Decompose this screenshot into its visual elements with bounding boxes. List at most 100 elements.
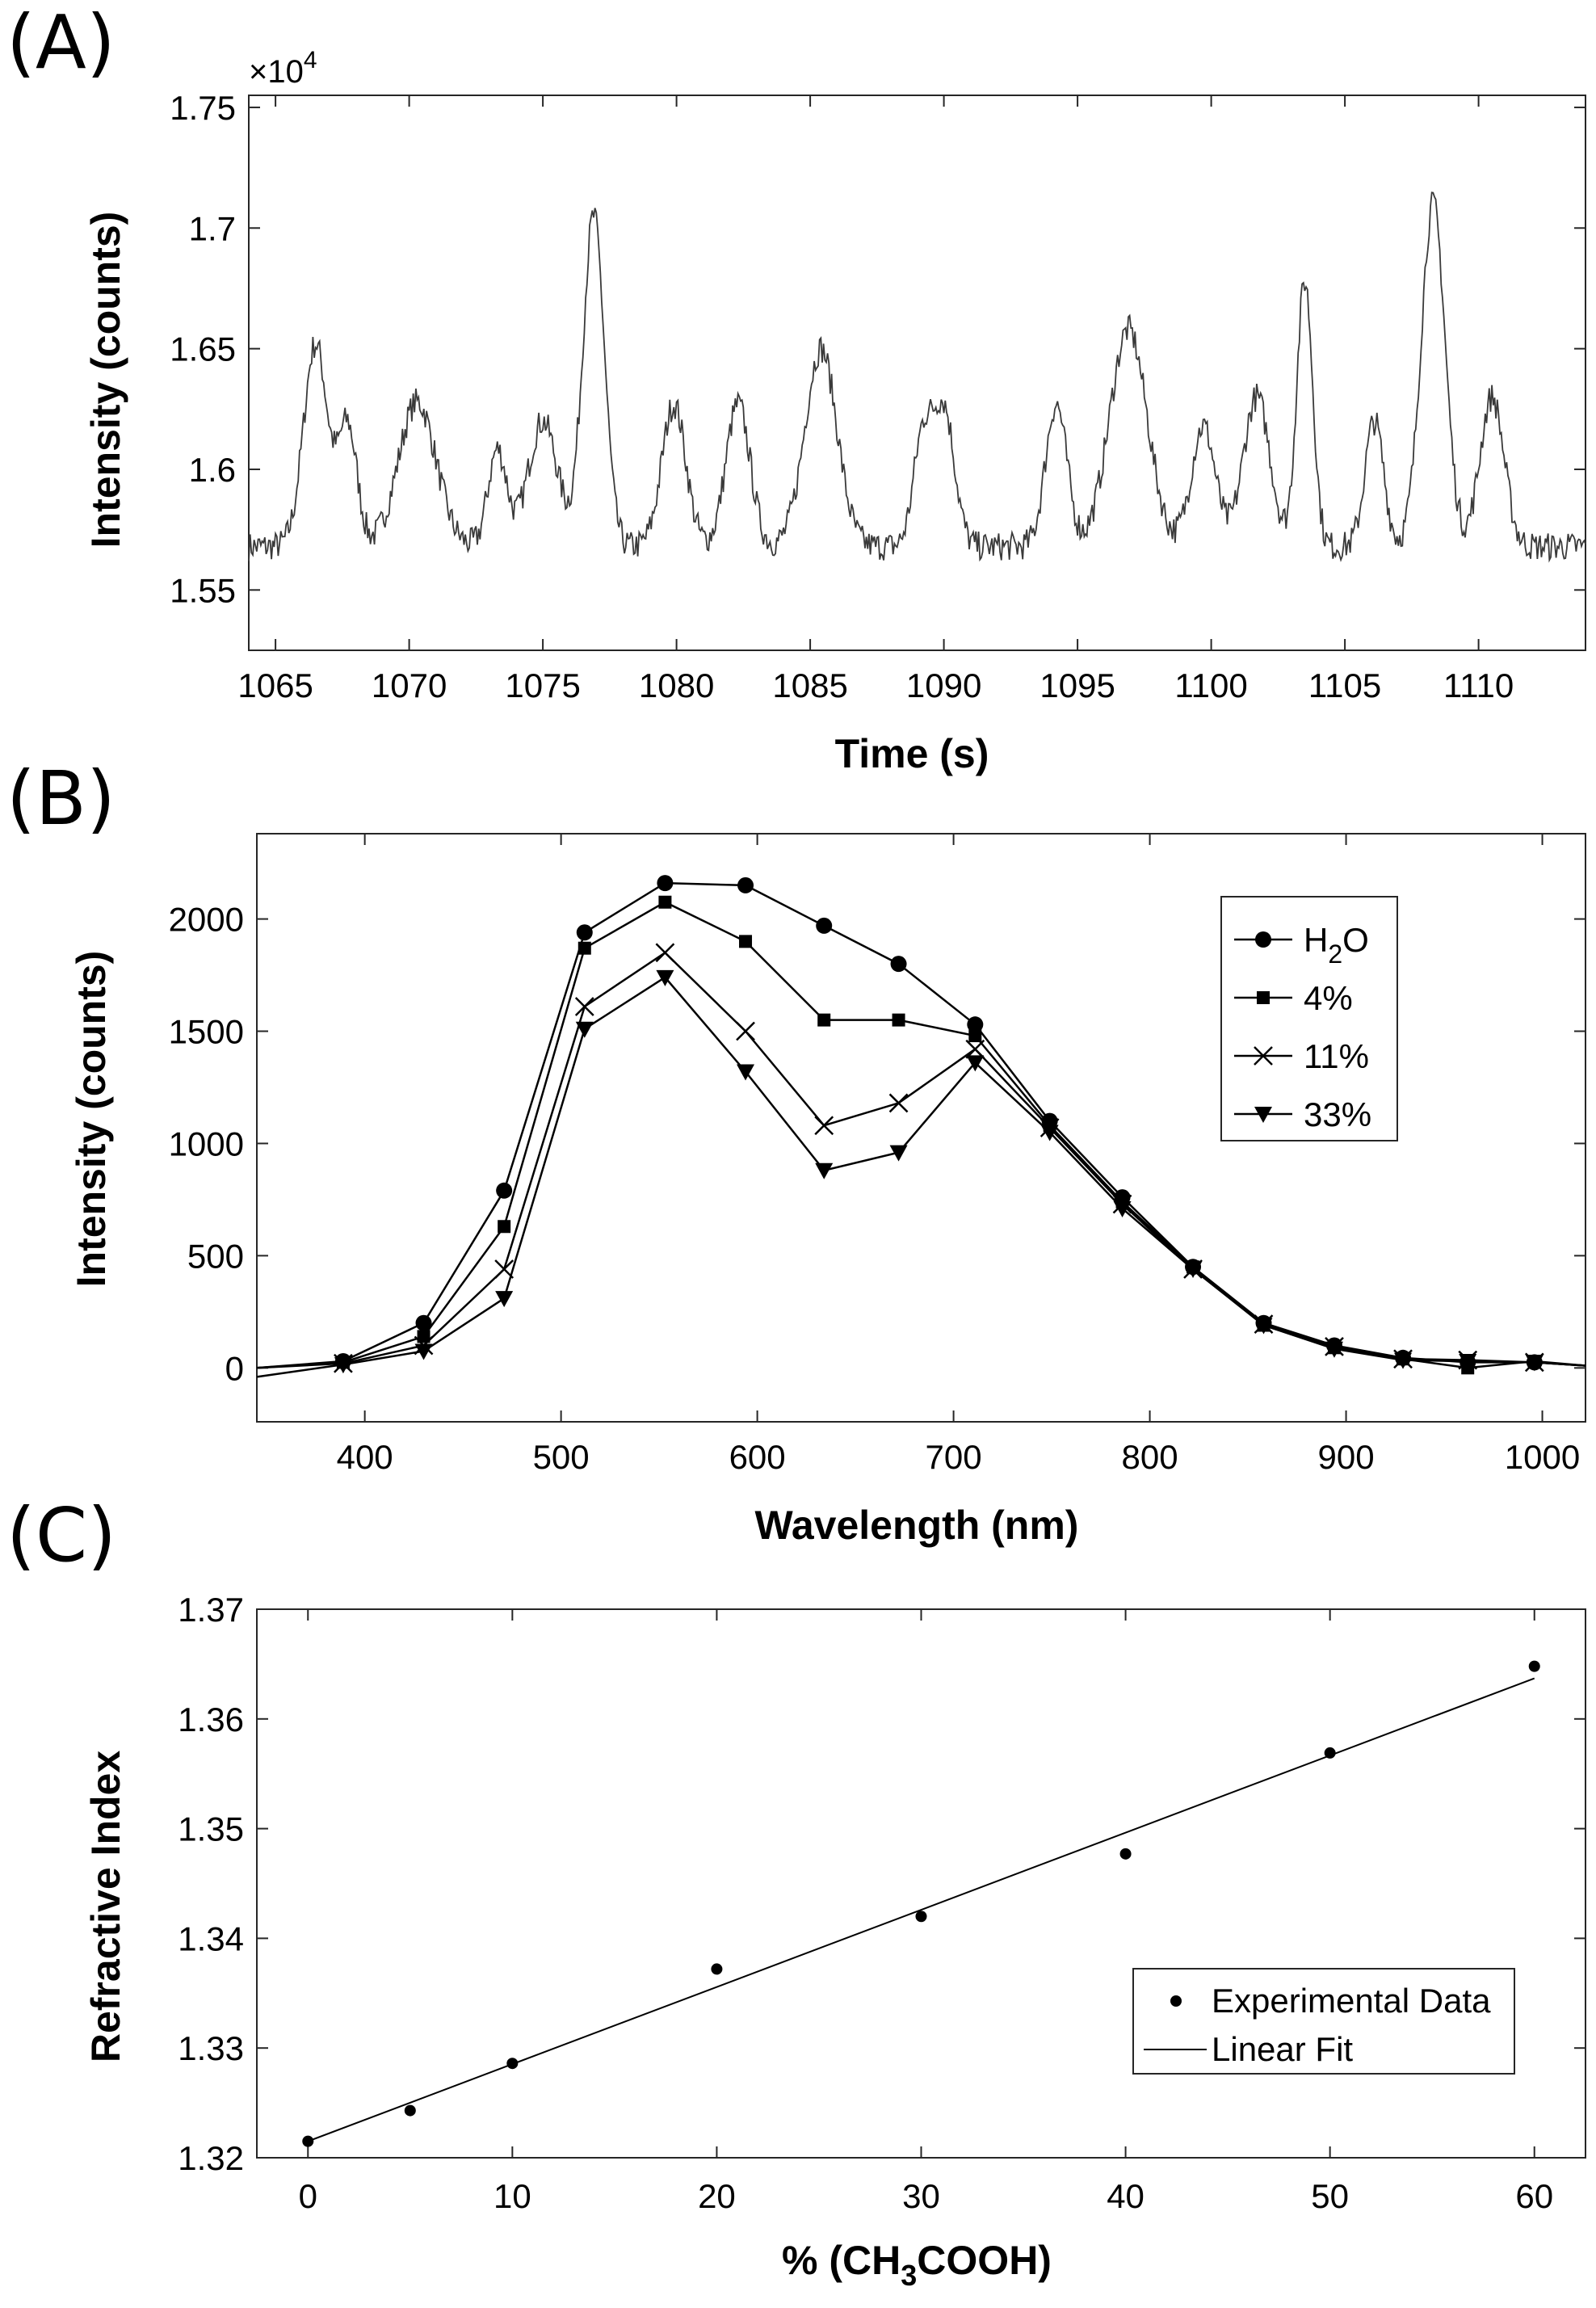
panel-c-y-tick-label: 1.33 [178, 2029, 244, 2067]
panel-b-plot-area: 400 500 600 700 800 900 1000 0 500 1000 1500 2000 H2… [169, 833, 1586, 1476]
panel-c-y-tick-label: 1.32 [178, 2139, 244, 2177]
panel-a-y-tick-label: 1.55 [170, 571, 236, 609]
panel-c-y-tick-label: 1.34 [178, 1919, 244, 1957]
panel-b-series-2-point-stroke-b [736, 1021, 755, 1041]
panel-c-data-point [1324, 1747, 1336, 1759]
panel-b-x-tick-label: 600 [729, 1438, 786, 1476]
panel-b-legend-label-main: 11% [1304, 1037, 1369, 1075]
panel-b-series-0-point [967, 1016, 984, 1033]
panel-b-series-0-point [816, 917, 833, 934]
panel-b-series-1-point [968, 1029, 982, 1043]
panel-c-x-tick-label: 10 [494, 2177, 531, 2215]
panel-b-series-1-point [817, 1013, 831, 1027]
panel-a-plot-area: 1065 1070 1075 1080 1085 1090 1095 1100 1105 1110… [170, 89, 1586, 704]
panel-a-y-multiplier-base: ×10 [249, 54, 304, 90]
panel-b-series-0-point [415, 1314, 432, 1331]
panel-b-series-3-point [575, 1021, 594, 1038]
panel-c-data-point [1528, 1660, 1540, 1672]
panel-b-series-2-point [965, 1039, 985, 1059]
panel-b-legend-label-main: H [1304, 921, 1328, 959]
panel-b-series-3-point [334, 1357, 352, 1374]
panel-c-legend-label-1: Linear Fit [1212, 2030, 1353, 2068]
panel-b-series-2-point-stroke-b [814, 1116, 834, 1136]
panel-c-data-point [506, 2058, 519, 2070]
panel-b-legend-label-tail: O [1342, 921, 1369, 959]
panel-b-series-3-point [1184, 1262, 1203, 1279]
panel-b-series-1-point [498, 1220, 511, 1234]
panel-b-series-2-point [655, 943, 675, 963]
panel-a-x-axis-title: Time (s) [835, 731, 989, 776]
panel-b-x-axis-title: Wavelength (nm) [755, 1503, 1079, 1548]
panel-b-x-tick-label: 400 [337, 1438, 393, 1476]
panel-b-legend-marker-3 [1254, 1107, 1272, 1123]
panel-b-series-3-point [737, 1064, 755, 1081]
panel-b-legend-label-2: 11% [1304, 1037, 1369, 1075]
panel-c-legend: Experimental Data Linear Fit [1132, 1968, 1515, 2075]
panel-c-data-point [1119, 1848, 1132, 1860]
panel-c-y-tick-label: 1.36 [178, 1701, 244, 1738]
panel-b-legend-marker-1 [1257, 991, 1270, 1004]
panel-b-series-1-point [739, 935, 753, 948]
panel-b-series-0-point [737, 877, 754, 893]
panel-a-x-tick-label: 1105 [1308, 666, 1381, 704]
panel-a-y-tick-label: 1.6 [189, 451, 236, 489]
panel-b-series-2-point-stroke-b [965, 1039, 985, 1059]
panel-c-y-tick-label: 1.37 [178, 1591, 244, 1629]
panel-c-legend-label-0: Experimental Data [1212, 1982, 1491, 2020]
panel-b-series-2-point-stroke-b [574, 997, 594, 1016]
panel-c-x-tick-label: 40 [1107, 2177, 1144, 2215]
panel-c-y-axis-title: Refractive Index [83, 1751, 128, 2062]
panel-b-series-2-point [888, 1093, 909, 1113]
panel-b-series-1-point [578, 941, 591, 955]
panel-c-x-tick-label: 50 [1311, 2177, 1349, 2215]
panel-a-y-multiplier: ×104 [249, 47, 317, 90]
panel-b-series-3-point [966, 1055, 985, 1072]
panel-b-y-tick-label: 2000 [169, 901, 244, 939]
panel-a: (A) ×104 1065 1070 1075 1080 1085 1090 1095 110… [6, 0, 1586, 776]
panel-b-legend: H2O 4% 11% 33% [1220, 896, 1398, 1141]
panel-c-y-tick-label: 1.35 [178, 1810, 244, 1848]
panel-b-series-3-point [656, 969, 674, 986]
panel-a-x-tick-label: 1110 [1443, 666, 1514, 704]
panel-b-series-3-point [414, 1343, 433, 1360]
panel-c-label: (C) [6, 1492, 116, 1579]
panel-b-legend-label-0: H2O [1304, 921, 1369, 969]
panel-b-series-3-point [815, 1162, 834, 1179]
panel-c-x-axis-title: % (CH3COOH) [782, 2238, 1052, 2292]
panel-c: (C) 0 10 20 30 40 50 60 1.32 1.33 1.34 1.35 1.36 1.3… [6, 1492, 1586, 2292]
panel-b-series-3-point [495, 1291, 514, 1308]
panel-b-x-tick-label: 900 [1318, 1438, 1375, 1476]
panel-b-x-tick-label: 700 [926, 1438, 982, 1476]
panel-b-series-3-point [1394, 1352, 1413, 1369]
panel-b-series-2-point [736, 1021, 755, 1041]
panel-b-series-3-point [1525, 1355, 1544, 1372]
panel-a-y-axis-title: Intensity (counts) [83, 212, 128, 549]
panel-c-x-tick-label: 0 [299, 2177, 317, 2215]
panel-b-series-2-point [574, 997, 594, 1016]
panel-a-y-multiplier-exp: 4 [304, 47, 317, 74]
panel-c-legend-marker-points [1170, 1995, 1182, 2007]
panel-a-x-tick-label: 1075 [505, 666, 580, 704]
panel-c-x-tick-label: 60 [1515, 2177, 1553, 2215]
panel-c-x-axis-title-tail: COOH) [917, 2238, 1052, 2283]
panel-b-legend-label-main: 33% [1304, 1095, 1371, 1133]
panel-b-series-3-point [889, 1145, 908, 1162]
panel-c-x-tick-label: 30 [902, 2177, 940, 2215]
panel-a-x-tick-label: 1095 [1040, 666, 1115, 704]
panel-b-series-3-point [1254, 1318, 1273, 1335]
panel-b-series-3-point [1325, 1341, 1343, 1358]
panel-a-x-tick-label: 1085 [772, 666, 847, 704]
panel-a-x-tick-label: 1070 [372, 666, 447, 704]
panel-b-y-tick-label: 1500 [169, 1013, 244, 1051]
panel-a-y-tick-label: 1.65 [170, 330, 236, 368]
panel-b-series-0-point [576, 924, 593, 941]
panel-b-series-0-point [890, 956, 907, 973]
panel-b-legend-label-sub: 2 [1328, 940, 1342, 969]
panel-b-series-2-point [494, 1259, 514, 1279]
panel-b-series-2-point [814, 1116, 834, 1136]
panel-c-data-point [404, 2104, 416, 2117]
panel-b-y-axis-title: Intensity (counts) [69, 951, 114, 1288]
panel-c-data-point [302, 2135, 314, 2147]
panel-b-legend-marker-0 [1255, 931, 1271, 948]
